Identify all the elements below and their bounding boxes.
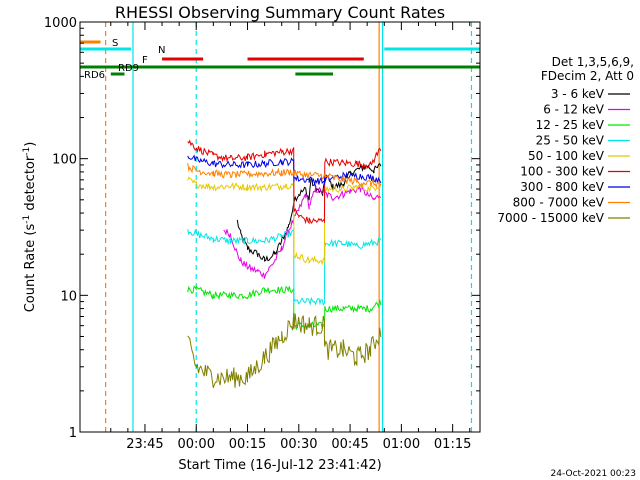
x-tick-label-00-45: 00:45	[331, 437, 368, 452]
x-tick-label-01-00: 01:00	[383, 437, 420, 452]
vertical-markers	[105, 22, 473, 432]
legend-header-line-2: FDecim 2, Att 0	[541, 69, 634, 83]
legend-label-12-25-kev: 12 - 25 keV	[536, 118, 605, 132]
x-tick-label-01-15: 01:15	[434, 437, 471, 452]
series-6-12-kev	[223, 184, 382, 279]
x-tick-label-23-45: 23:45	[126, 437, 163, 452]
series-50-100-kev	[187, 176, 382, 266]
legend-label-7000-15000-kev: 7000 - 15000 keV	[497, 211, 604, 225]
series-lines	[187, 139, 382, 388]
legend-label-300-800-kev: 300 - 800 keV	[520, 180, 604, 194]
legend-label-100-300-kev: 100 - 300 keV	[520, 165, 604, 179]
legend-label-25-50-kev: 25 - 50 keV	[536, 134, 605, 148]
x-axis-label: Start Time (16-Jul-12 23:41:42)	[178, 458, 381, 473]
y-tick-label-1000: 1000	[44, 16, 77, 31]
y-tick-label-10: 10	[60, 289, 77, 304]
series-800-7000-kev	[187, 163, 382, 189]
state-label-n: N	[158, 45, 165, 56]
legend-label-3-6-kev: 3 - 6 keV	[551, 87, 605, 101]
series-12-25-kev	[187, 284, 382, 331]
x-tick-label-00-00: 00:00	[178, 437, 215, 452]
date-stamp: 24-Oct-2021 00:23	[551, 469, 636, 479]
series-25-50-kev	[187, 228, 382, 306]
x-tick-label-00-15: 00:15	[229, 437, 266, 452]
axes: 1 10 100 1000 23:45 00:00 00:15 00:30 00:45 01:00…	[44, 16, 481, 452]
legend-label-800-7000-kev: 800 - 7000 keV	[513, 196, 605, 210]
legend-label-50-100-kev: 50 - 100 keV	[528, 149, 605, 163]
x-tick-label-00-30: 00:30	[280, 437, 317, 452]
state-label-s: S	[112, 38, 118, 49]
y-axis-label: Count Rate (s-1 detector-1)	[22, 142, 38, 313]
series-7000-15000-kev	[187, 312, 382, 388]
state-label-f: F	[142, 55, 148, 66]
state-label-rd6: RD6	[84, 70, 105, 81]
series-100-300-kev	[187, 139, 382, 225]
y-tick-label-100: 100	[52, 153, 77, 168]
legend-header-line-1: Det 1,3,5,6,9,	[552, 55, 634, 69]
plot-frame	[79, 21, 481, 433]
state-label-rd9: RD9	[118, 63, 139, 74]
legend-label-6-12-kev: 6 - 12 keV	[543, 103, 605, 117]
y-tick-label-1: 1	[69, 426, 77, 441]
chart-title: RHESSI Observing Summary Count Rates	[115, 3, 445, 22]
series-300-800-kev	[187, 154, 382, 186]
series-3-6-kev	[236, 162, 382, 262]
